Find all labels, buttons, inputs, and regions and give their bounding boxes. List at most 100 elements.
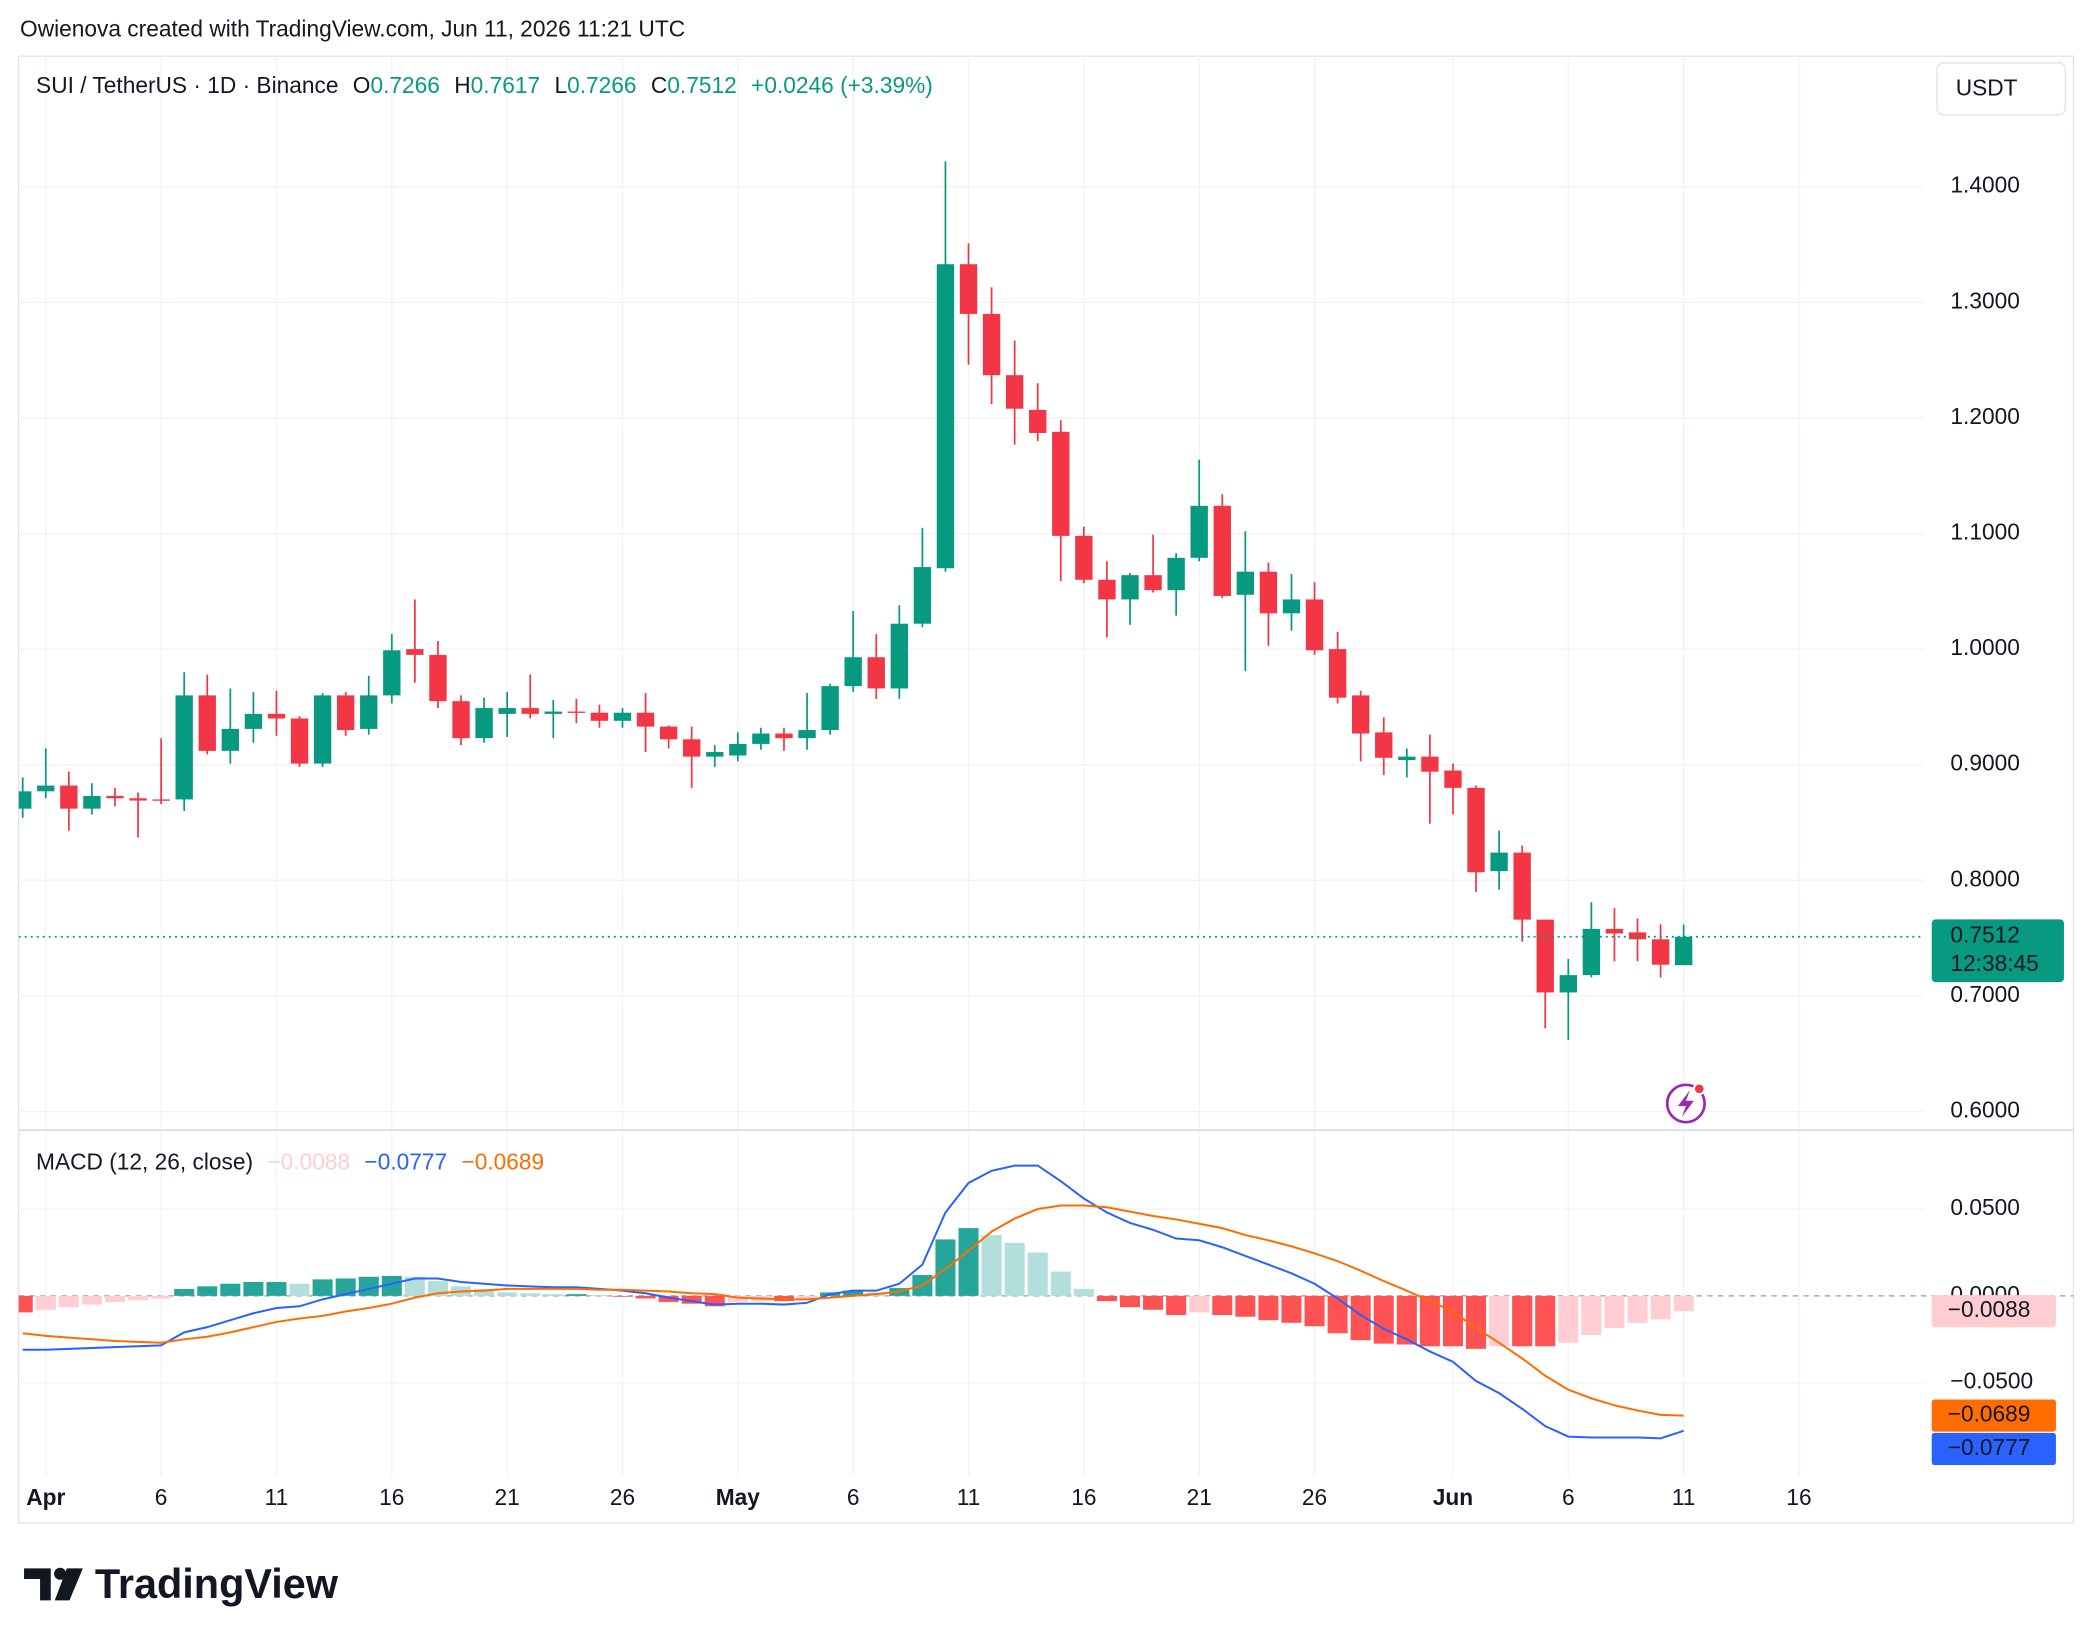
y-tick-label: 0.0500 — [1950, 1194, 2019, 1220]
low-label: L — [554, 72, 567, 98]
histogram-bar — [1073, 1288, 1094, 1296]
candle-body — [752, 733, 770, 744]
histogram-bar — [681, 1295, 702, 1304]
histogram-bar — [566, 1294, 587, 1296]
candle-body — [1052, 431, 1070, 536]
macd-last-box — [1931, 1432, 2056, 1465]
histogram-bar — [658, 1295, 679, 1302]
candle-body — [336, 695, 355, 731]
histogram-bar — [1212, 1295, 1233, 1315]
candle-body — [1328, 649, 1347, 698]
histogram-bar — [1166, 1295, 1187, 1315]
candle-body — [1167, 557, 1185, 591]
last-price-box — [1931, 919, 2064, 983]
x-tick-label: 6 — [847, 1484, 860, 1510]
candle-body — [1259, 571, 1278, 614]
price-pane — [18, 161, 1924, 1040]
histogram-bar — [1466, 1295, 1487, 1349]
histogram-bar — [474, 1288, 495, 1296]
candle-body — [1674, 936, 1693, 966]
candle-body — [775, 733, 793, 739]
x-tick-label: 11 — [957, 1484, 981, 1510]
alert-bolt[interactable] — [1677, 1090, 1694, 1117]
currency[interactable]: USDT — [1956, 75, 2018, 101]
candle-body — [659, 726, 678, 740]
candle-body — [1628, 932, 1647, 940]
y-tick-label: 0.8000 — [1950, 865, 2019, 891]
x-tick-label: 26 — [1302, 1484, 1327, 1510]
histogram-bar — [35, 1295, 56, 1310]
candle-body — [313, 695, 332, 764]
x-tick-label: 16 — [1786, 1484, 1811, 1510]
histogram-bar — [1143, 1295, 1164, 1310]
histogram-bar — [1050, 1271, 1071, 1296]
candle-body — [175, 695, 193, 800]
histogram-bar — [58, 1295, 79, 1308]
histogram-bar — [289, 1283, 310, 1296]
alert-icon[interactable] — [1665, 1082, 1706, 1124]
histogram-legend: −0.0088 — [267, 1149, 350, 1175]
logo-mark — [54, 1567, 67, 1580]
histogram-bar — [543, 1294, 564, 1296]
histogram-bar — [151, 1295, 172, 1299]
candle-body — [1352, 695, 1370, 734]
candle-body — [1421, 756, 1439, 772]
candle-body — [18, 791, 32, 809]
logo-mark — [24, 1568, 51, 1601]
candle-body — [198, 695, 216, 751]
macd-legend-value: −0.0777 — [364, 1149, 447, 1175]
candle-body — [290, 718, 309, 764]
histogram-bar — [404, 1276, 425, 1296]
signal-last-box — [1931, 1399, 2056, 1432]
histogram-bar — [1442, 1295, 1463, 1347]
candle-body — [867, 657, 885, 689]
candle-body — [1375, 732, 1393, 758]
histogram-bar — [128, 1295, 149, 1301]
candle-body — [1444, 770, 1462, 788]
histogram-bar — [1327, 1295, 1348, 1334]
histogram-bar — [174, 1288, 195, 1296]
open-label: O — [353, 72, 371, 98]
histogram-bar — [1512, 1295, 1533, 1347]
histogram-bar — [935, 1239, 956, 1296]
signal-last-value: −0.0689 — [1948, 1401, 2031, 1427]
brand: TradingView — [95, 1561, 339, 1607]
open-value: 0.7266 — [370, 72, 439, 98]
x-tick-label: May — [716, 1484, 761, 1510]
candle-body — [1029, 409, 1047, 433]
candle-body — [1282, 599, 1301, 614]
histogram-last-box — [1931, 1295, 2056, 1328]
histogram-bar — [381, 1275, 402, 1296]
currency-button[interactable] — [1936, 62, 2066, 116]
candle-body — [729, 743, 747, 756]
histogram-bar — [520, 1293, 541, 1296]
symbol: SUI / TetherUS · 1D · Binance — [36, 72, 338, 98]
alert-dot[interactable] — [1692, 1082, 1706, 1096]
histogram-bar — [1189, 1295, 1210, 1313]
candle-body — [452, 701, 470, 739]
x-tick-label: 16 — [1071, 1484, 1096, 1510]
y-tick-label: 1.1000 — [1950, 519, 2019, 545]
histogram-bar — [727, 1295, 748, 1302]
candle-body — [1490, 852, 1508, 872]
brand-logo: TradingView — [24, 1561, 339, 1607]
candle-body — [1190, 505, 1208, 558]
candle-body — [936, 264, 955, 569]
y-tick-label: 0.6000 — [1950, 1097, 2019, 1123]
candle-body — [798, 730, 816, 739]
signal-legend-value: −0.0689 — [461, 1149, 544, 1175]
grid — [18, 56, 2074, 1477]
histogram-bar — [1558, 1295, 1579, 1343]
candle-body — [83, 795, 101, 809]
histogram-bar — [1419, 1295, 1440, 1347]
candle-body — [60, 785, 78, 809]
candle-body — [913, 567, 932, 624]
macd-title: MACD (12, 26, close) — [36, 1149, 253, 1175]
attribution: Owienova created with TradingView.com, J… — [20, 16, 685, 42]
last-price: 0.7512 — [1950, 922, 2019, 948]
chart-frame — [18, 55, 2074, 1524]
candle-body — [221, 728, 240, 751]
histogram-bar — [635, 1295, 656, 1299]
candle-body — [521, 708, 539, 714]
